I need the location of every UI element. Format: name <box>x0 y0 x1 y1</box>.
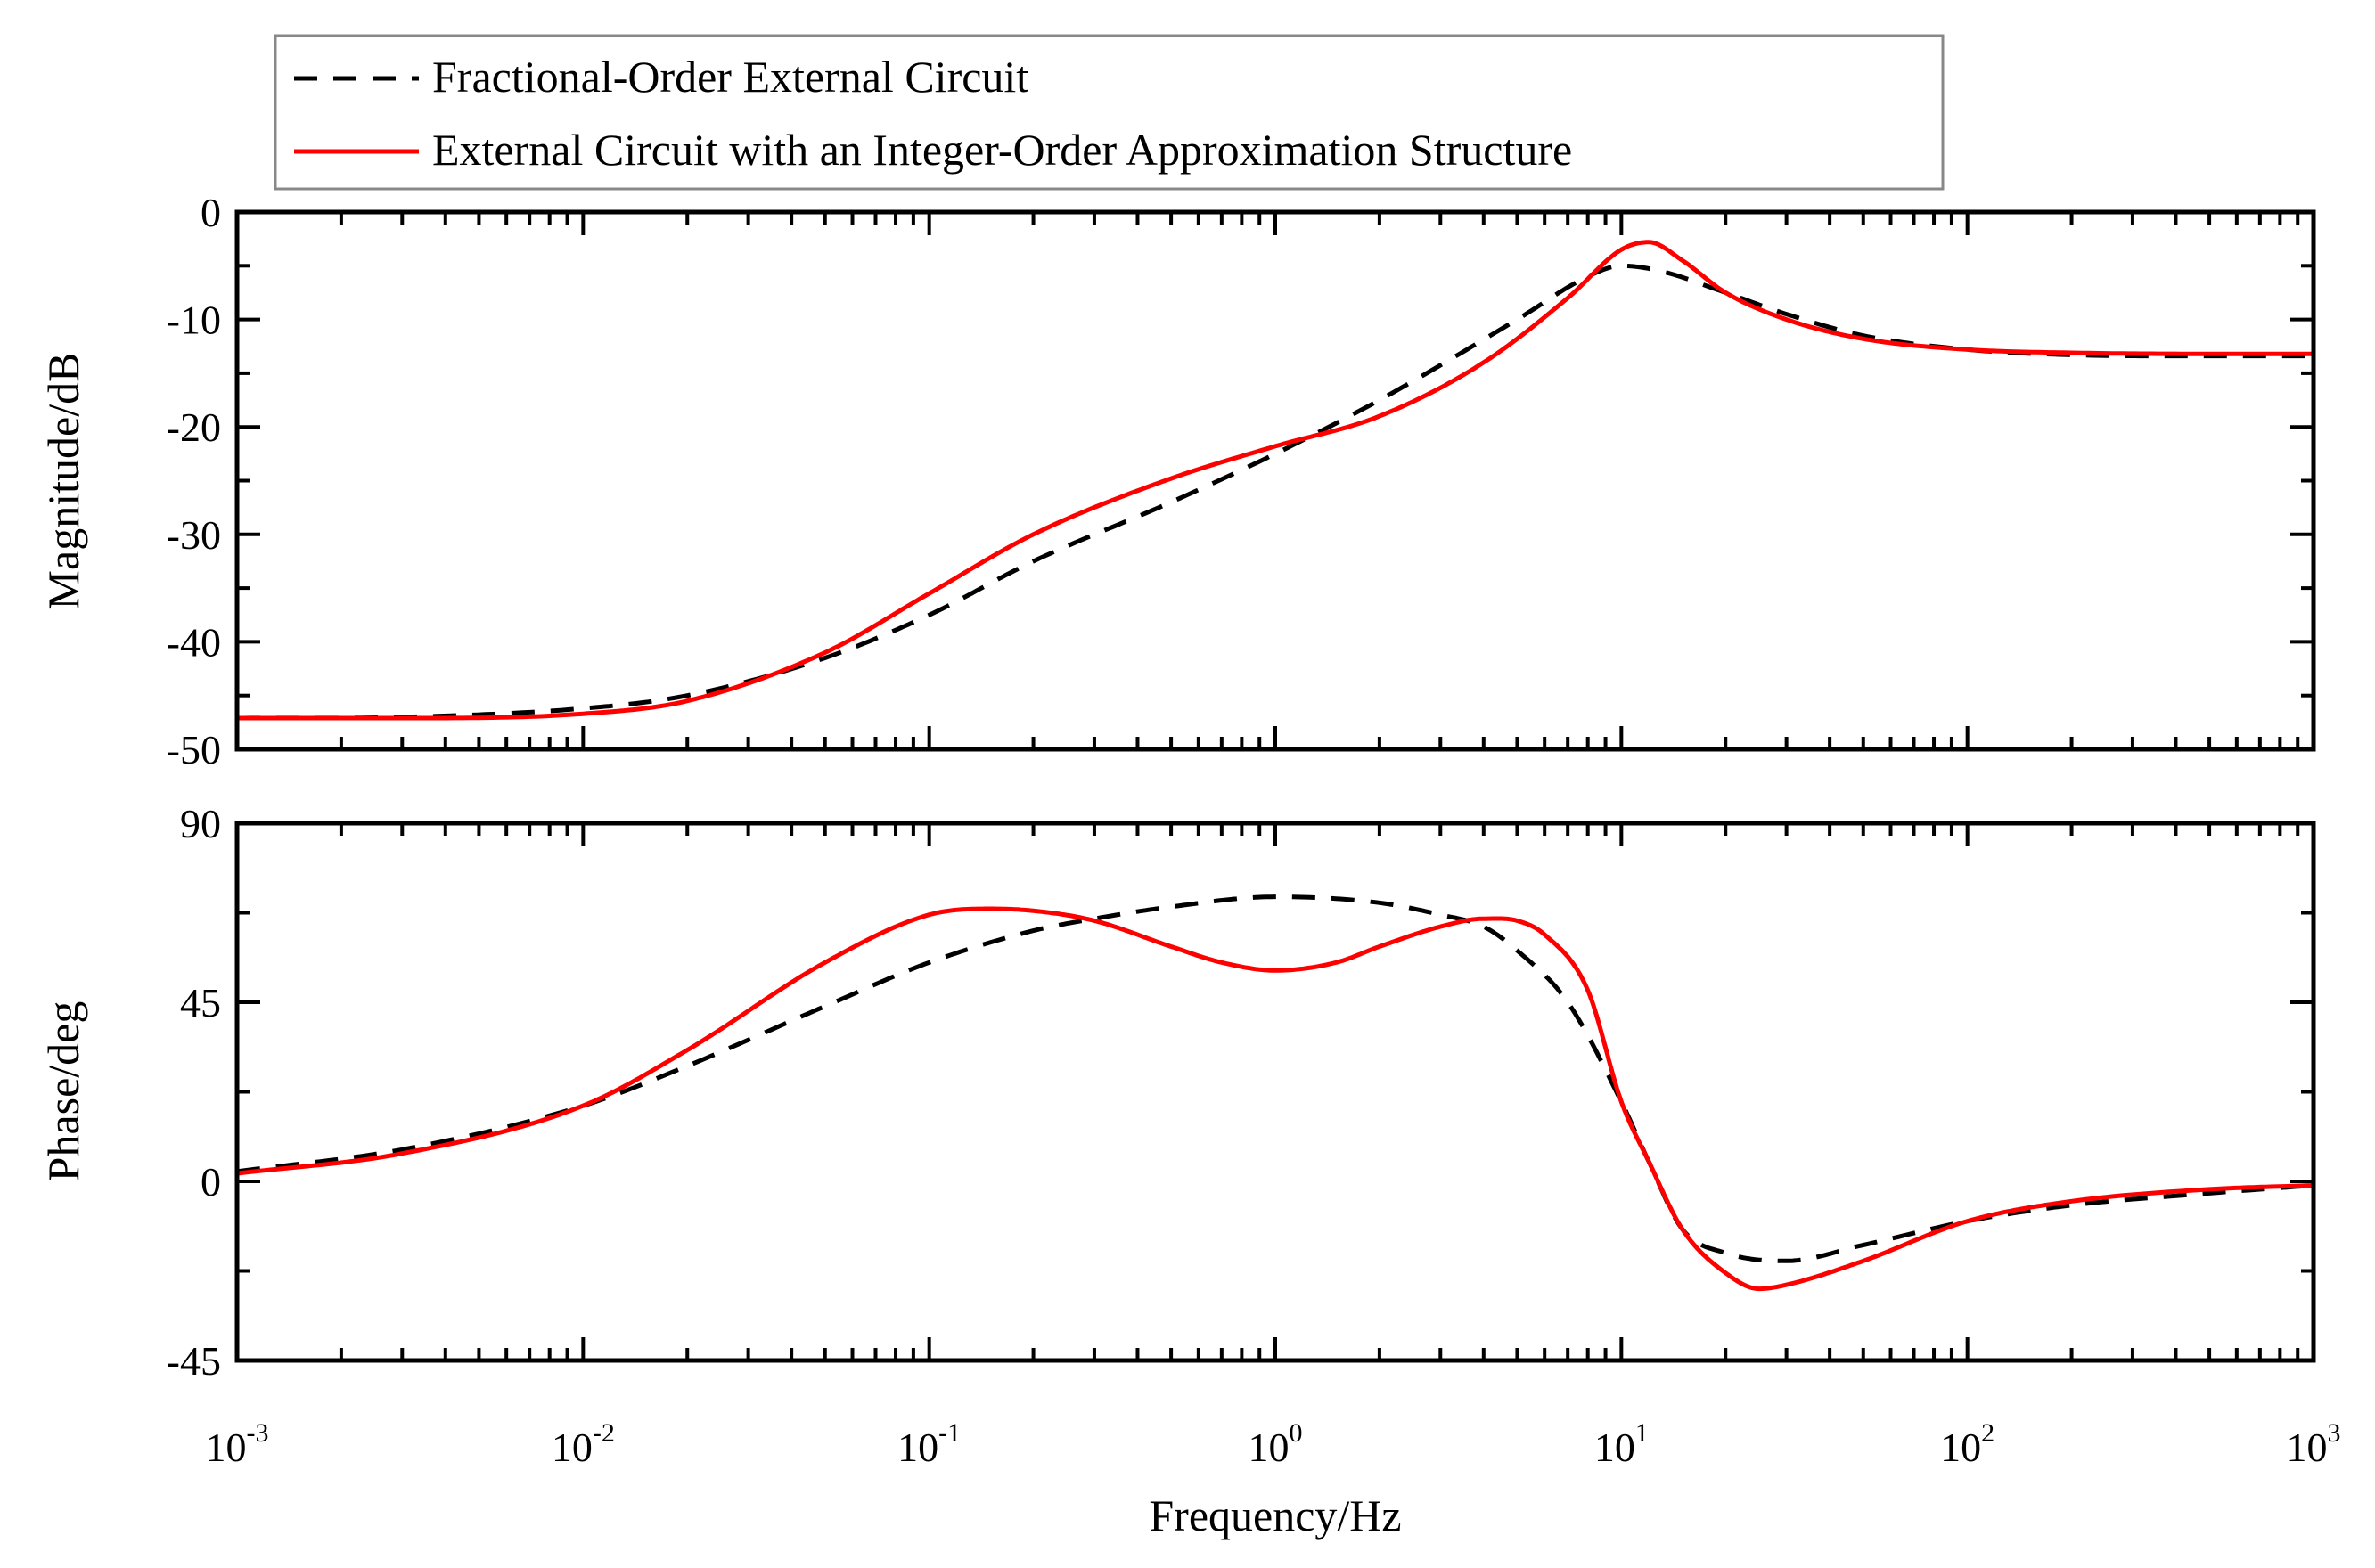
phase-y-tick-label: 90 <box>180 801 221 846</box>
magnitude-y-tick-label: -50 <box>167 727 221 772</box>
phase-y-tick-label: 0 <box>201 1159 221 1205</box>
magnitude-integer-order-line <box>237 240 2314 721</box>
x-tick-label: 101 <box>1594 1418 1649 1470</box>
magnitude-y-tick-label: -40 <box>167 619 221 665</box>
phase-integer-order-line <box>236 906 2314 1292</box>
magnitude-y-tick-labels: 0 -10 -20 -30 -40 -50 <box>167 190 221 772</box>
magnitude-plot-frame <box>234 209 2316 752</box>
x-axis-title: Frequency/Hz <box>1149 1490 1401 1540</box>
magnitude-panel: 0 -10 -20 -30 -40 -50 Magnitude/dB <box>38 190 2316 772</box>
magnitude-y-tick-label: -10 <box>167 298 221 343</box>
x-tick-label: 10-1 <box>897 1418 961 1470</box>
phase-plot-frame <box>234 821 2316 1363</box>
phase-y-tick-label: 45 <box>180 980 221 1025</box>
phase-series <box>236 894 2314 1292</box>
x-tick-label: 10-3 <box>206 1418 269 1470</box>
x-tick-label: 102 <box>1940 1418 1994 1470</box>
phase-fractional-order-line <box>236 894 2314 1263</box>
magnitude-y-tick-label: -20 <box>167 404 221 450</box>
magnitude-fractional-order-line <box>237 263 2314 721</box>
magnitude-y-tick-label: -30 <box>167 512 221 558</box>
phase-y-tick-label: -45 <box>167 1338 221 1384</box>
phase-y-tick-labels: 90 45 0 -45 <box>167 801 221 1384</box>
x-tick-label: 103 <box>2287 1418 2341 1470</box>
legend-box <box>274 34 1945 191</box>
x-tick-labels: 10-3 10-2 10-1 100 101 102 103 <box>206 1418 2341 1470</box>
magnitude-series <box>237 240 2314 721</box>
legend-label-fractional: Fractional-Order External Circuit <box>432 52 1028 102</box>
legend: Fractional-Order External Circuit Extern… <box>274 34 1945 191</box>
magnitude-ticks <box>235 210 2314 751</box>
phase-ticks <box>235 821 2314 1362</box>
phase-panel: 90 45 0 -45 Phase/deg 10-3 10-2 10-1 100 101 102… <box>38 801 2341 1540</box>
legend-label-integer: External Circuit with an Integer-Order A… <box>432 125 1572 175</box>
magnitude-y-tick-label: 0 <box>201 190 221 235</box>
magnitude-y-axis-title: Magnitude/dB <box>38 353 88 610</box>
phase-y-axis-title: Phase/deg <box>38 1001 88 1182</box>
x-tick-label: 100 <box>1249 1418 1303 1470</box>
x-tick-label: 10-2 <box>552 1418 615 1470</box>
